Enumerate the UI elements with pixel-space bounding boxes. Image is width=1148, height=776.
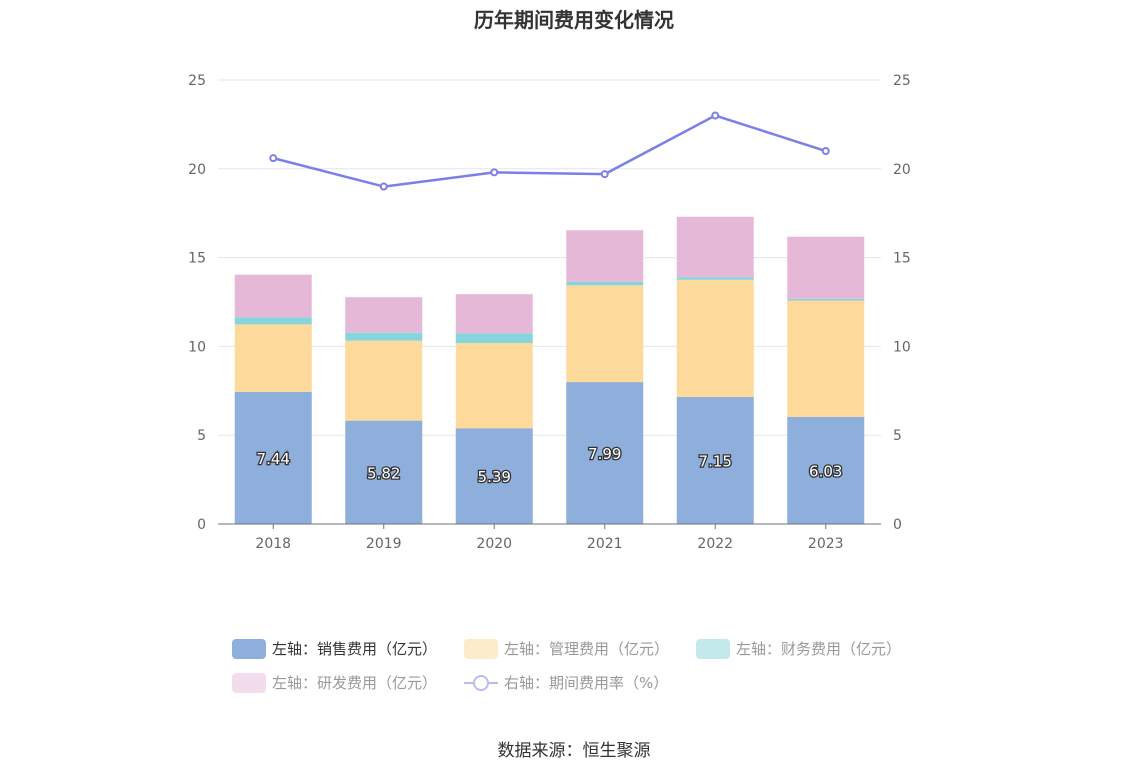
line-point <box>490 168 499 177</box>
legend-swatch-finance <box>696 638 730 659</box>
legend-line-marker-icon <box>464 673 498 693</box>
bar-data-label: 5.39 <box>478 468 511 486</box>
x-tick-label: 2018 <box>255 536 291 552</box>
bar-data-label: 5.82 <box>367 464 400 482</box>
x-tick-label: 2019 <box>366 536 402 552</box>
bar-series <box>234 216 865 524</box>
legend-swatch-rnd <box>232 672 266 693</box>
y-right-tick-label: 10 <box>893 339 911 355</box>
legend-label-admin: 左轴：管理费用（亿元） <box>504 640 670 658</box>
bar-segment <box>455 294 533 334</box>
legend-swatch-admin <box>464 638 498 659</box>
y-right-tick-label: 20 <box>893 162 911 178</box>
bar-data-label: 6.03 <box>809 462 842 480</box>
legend-label-sales: 左轴：销售费用（亿元） <box>272 640 438 658</box>
line-point <box>379 182 388 191</box>
legend-label-finance: 左轴：财务费用（亿元） <box>736 640 902 658</box>
bar-segment <box>676 279 754 398</box>
bar-segment <box>234 391 312 524</box>
y-right-tick-label: 5 <box>893 428 902 444</box>
bar-segment <box>566 382 644 524</box>
legend-label-expense-ratio: 右轴：期间费用率（%） <box>504 674 669 692</box>
bar-segment <box>455 343 533 429</box>
data-source: 数据来源：恒生聚源 <box>497 741 651 761</box>
line-point <box>600 170 609 179</box>
axes: 0 5 10 15 20 25 0 5 10 15 20 25 2018 2019 2020 2021 2022… <box>188 73 911 552</box>
bar-segment <box>234 274 312 318</box>
bar-segment <box>676 397 754 524</box>
y-left-tick-label: 20 <box>188 162 206 178</box>
data-labels: 7.44 5.82 5.39 7.99 7.15 6.03 <box>255 444 844 488</box>
bar-segment <box>234 324 312 392</box>
bar-data-label: 7.99 <box>588 445 621 463</box>
y-left-tick-label: 0 <box>197 517 206 533</box>
bar-segment <box>566 285 644 383</box>
bar-segment <box>345 297 423 333</box>
x-tick-label: 2021 <box>587 536 623 552</box>
bar-segment <box>345 332 423 341</box>
chart-canvas: 0 5 10 15 20 25 0 5 10 15 20 25 2018 2019 2020 2021 2022… <box>188 73 911 552</box>
y-left-tick-label: 5 <box>197 428 206 444</box>
expense-ratio-line <box>272 114 827 188</box>
bar-segment <box>787 298 865 301</box>
x-tick-label: 2020 <box>476 536 512 552</box>
bar-segment <box>787 236 865 299</box>
bar-segment <box>345 420 423 524</box>
bar-segment <box>234 317 312 325</box>
bar-segment <box>566 230 644 282</box>
x-tick-label: 2023 <box>808 536 844 552</box>
bar-segment <box>566 281 644 286</box>
line-point <box>711 111 720 120</box>
chart-title: 历年期间费用变化情况 <box>474 8 674 32</box>
line-point <box>821 147 830 156</box>
legend-item-admin[interactable]: 左轴：管理费用（亿元） <box>464 638 669 659</box>
bar-segment <box>787 300 865 417</box>
y-right-tick-label: 25 <box>893 73 911 89</box>
legend-swatch-sales <box>232 638 266 659</box>
legend-item-finance[interactable]: 左轴：财务费用（亿元） <box>696 638 901 659</box>
y-left-tick-label: 25 <box>188 73 206 89</box>
y-right-tick-label: 15 <box>893 251 911 267</box>
legend-item-expense-ratio[interactable]: 右轴：期间费用率（%） <box>464 672 668 693</box>
y-left-tick-label: 10 <box>188 339 206 355</box>
bar-segment <box>455 428 533 524</box>
y-left-tick-label: 15 <box>188 251 206 267</box>
x-tick-label: 2022 <box>697 536 733 552</box>
y-right-tick-label: 0 <box>893 517 902 533</box>
bar-segment <box>787 416 865 524</box>
line-series <box>269 111 830 191</box>
bar-segment <box>455 333 533 344</box>
bar-segment <box>345 340 423 421</box>
legend-item-sales[interactable]: 左轴：销售费用（亿元） <box>232 638 437 659</box>
line-point <box>269 154 278 163</box>
legend-item-rnd[interactable]: 左轴：研发费用（亿元） <box>232 672 437 693</box>
grid-lines <box>218 79 881 436</box>
bar-data-label: 7.15 <box>699 453 732 471</box>
legend-label-rnd: 左轴：研发费用（亿元） <box>272 674 438 692</box>
bar-segment <box>676 216 754 278</box>
bar-data-label: 7.44 <box>257 450 290 468</box>
bar-segment <box>676 277 754 280</box>
